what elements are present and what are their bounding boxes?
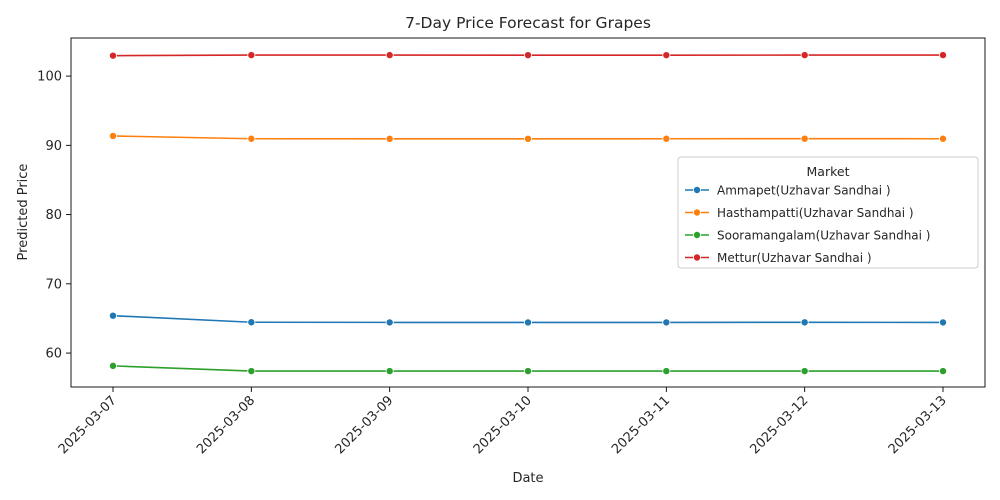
data-point	[662, 51, 671, 60]
data-point	[109, 131, 118, 140]
legend-items: Ammapet(Uzhavar Sandhai ) Hasthampatti(Uz…	[685, 183, 931, 265]
y-tick-label: 100	[37, 70, 62, 85]
y-tick-label: 60	[45, 347, 62, 362]
chart-title: 7-Day Price Forecast for Grapes	[405, 14, 651, 32]
x-tick-label: 2025-03-09	[332, 393, 396, 457]
y-axis-title: Predicted Price	[16, 164, 31, 261]
data-point	[524, 51, 533, 60]
legend-item: Hasthampatti(Uzhavar Sandhai )	[685, 206, 914, 220]
data-point	[385, 367, 394, 376]
legend-label: Ammapet(Uzhavar Sandhai )	[717, 183, 891, 197]
data-point	[247, 367, 256, 376]
data-point	[939, 367, 948, 376]
legend-item: Sooramangalam(Uzhavar Sandhai )	[685, 228, 931, 242]
data-point	[524, 318, 533, 327]
data-point	[109, 311, 118, 320]
x-tick-label: 2025-03-13	[886, 393, 950, 457]
series-0	[109, 311, 948, 327]
legend-marker	[693, 253, 702, 262]
series-2	[109, 361, 948, 376]
x-tick-label: 2025-03-11	[609, 393, 673, 457]
data-point	[385, 51, 394, 60]
data-point	[524, 134, 533, 143]
data-point	[800, 367, 809, 376]
x-axis-title: Date	[512, 471, 543, 486]
data-point	[524, 367, 533, 376]
data-point	[800, 134, 809, 143]
data-point	[662, 318, 671, 327]
legend-marker	[693, 208, 702, 217]
x-axis: 2025-03-07 2025-03-08 2025-03-09 2025-03-10…	[56, 387, 950, 457]
data-point	[662, 134, 671, 143]
legend-marker	[693, 185, 702, 194]
x-tick-label: 2025-03-08	[194, 393, 258, 457]
data-point	[662, 367, 671, 376]
x-tick-label: 2025-03-07	[56, 393, 120, 457]
series-layer	[109, 51, 948, 376]
legend: Market Ammapet(Uzhavar Sandhai ) Hasthamp…	[677, 156, 979, 269]
data-point	[800, 51, 809, 60]
data-point	[385, 318, 394, 327]
y-axis: 60 70 80 90 100	[37, 70, 71, 362]
data-point	[109, 361, 118, 370]
legend-item: Mettur(Uzhavar Sandhai )	[685, 251, 872, 265]
data-point	[800, 318, 809, 327]
data-point	[385, 134, 394, 143]
legend-marker	[693, 230, 702, 239]
data-point	[247, 134, 256, 143]
y-tick-label: 80	[45, 208, 62, 223]
data-point	[247, 318, 256, 327]
x-tick-label: 2025-03-10	[471, 393, 535, 457]
data-point	[939, 318, 948, 327]
legend-label: Sooramangalam(Uzhavar Sandhai )	[717, 228, 931, 242]
x-tick-label: 2025-03-12	[747, 393, 811, 457]
data-point	[939, 51, 948, 60]
legend-box	[677, 156, 979, 269]
series-3	[109, 51, 948, 60]
legend-label: Hasthampatti(Uzhavar Sandhai )	[717, 206, 914, 220]
series-1	[109, 131, 948, 143]
legend-label: Mettur(Uzhavar Sandhai )	[717, 251, 872, 265]
legend-item: Ammapet(Uzhavar Sandhai )	[685, 183, 891, 197]
data-point	[109, 51, 118, 60]
data-point	[247, 51, 256, 60]
y-tick-label: 70	[45, 277, 62, 292]
data-point	[939, 134, 948, 143]
y-tick-label: 90	[45, 139, 62, 154]
legend-title: Market	[807, 164, 850, 179]
